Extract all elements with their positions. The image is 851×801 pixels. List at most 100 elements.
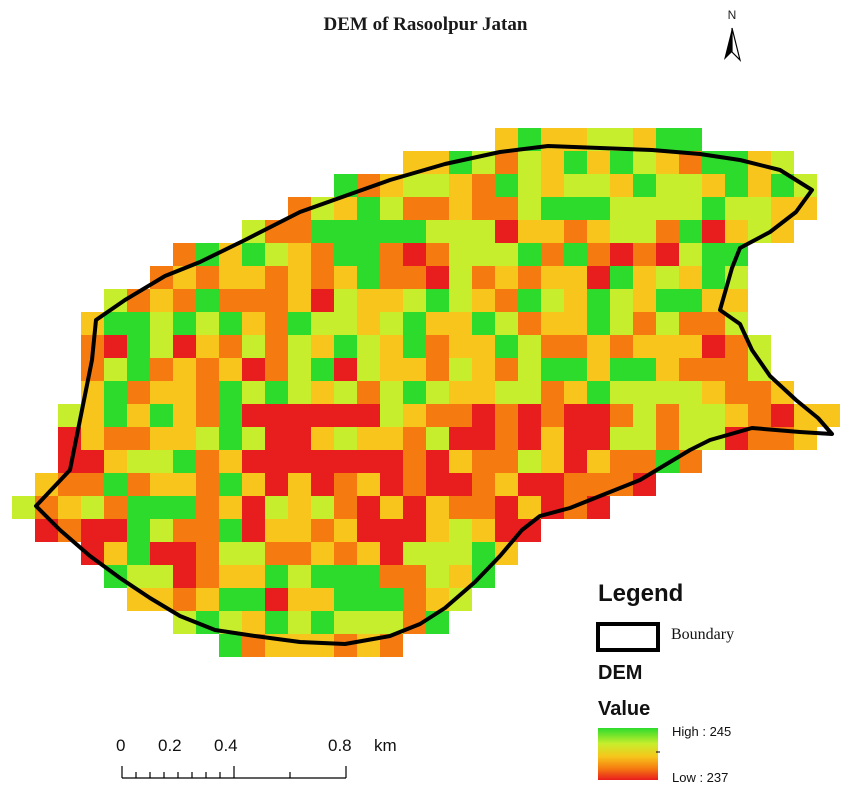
dem-cell <box>771 381 794 404</box>
dem-cell <box>288 427 311 450</box>
dem-cell <box>357 496 380 519</box>
dem-cell <box>633 450 656 473</box>
dem-cell <box>564 427 587 450</box>
dem-cell <box>58 404 81 427</box>
dem-cell <box>702 312 725 335</box>
dem-cell <box>196 519 219 542</box>
dem-cell <box>610 335 633 358</box>
dem-cell <box>702 381 725 404</box>
dem-cell <box>426 174 449 197</box>
dem-cell <box>219 588 242 611</box>
dem-cell <box>610 243 633 266</box>
dem-cell <box>541 220 564 243</box>
dem-cell <box>242 289 265 312</box>
dem-cell <box>334 289 357 312</box>
dem-cell <box>518 243 541 266</box>
dem-cell <box>748 427 771 450</box>
dem-cell <box>380 611 403 634</box>
dem-cell <box>633 266 656 289</box>
dem-cell <box>150 450 173 473</box>
dem-cell <box>610 174 633 197</box>
dem-cell <box>656 335 679 358</box>
dem-cell <box>610 312 633 335</box>
dem-cell <box>357 404 380 427</box>
dem-cell <box>587 427 610 450</box>
dem-cell <box>219 427 242 450</box>
dem-cell <box>219 473 242 496</box>
dem-cell <box>725 220 748 243</box>
dem-cell <box>12 496 35 519</box>
dem-cell <box>242 634 265 657</box>
dem-cell <box>403 381 426 404</box>
dem-cell <box>702 243 725 266</box>
dem-cell <box>472 220 495 243</box>
dem-cell <box>495 381 518 404</box>
dem-cell <box>587 266 610 289</box>
dem-cell <box>311 496 334 519</box>
dem-cell <box>610 427 633 450</box>
dem-cell <box>380 588 403 611</box>
dem-cell <box>380 197 403 220</box>
dem-cell <box>242 542 265 565</box>
dem-cell <box>127 519 150 542</box>
dem-cell <box>357 565 380 588</box>
dem-cell <box>380 312 403 335</box>
dem-cell <box>403 565 426 588</box>
north-arrow-icon <box>724 27 742 62</box>
legend-boundary-label: Boundary <box>671 626 735 643</box>
dem-cell <box>748 381 771 404</box>
dem-cell <box>334 243 357 266</box>
dem-cell <box>403 266 426 289</box>
dem-cell <box>541 197 564 220</box>
dem-cell <box>426 496 449 519</box>
dem-cell <box>104 496 127 519</box>
dem-cell <box>81 519 104 542</box>
dem-cell <box>196 266 219 289</box>
dem-cell <box>219 312 242 335</box>
dem-cell <box>173 565 196 588</box>
dem-cell <box>81 496 104 519</box>
dem-cell <box>219 496 242 519</box>
dem-cell <box>196 565 219 588</box>
dem-cell <box>771 404 794 427</box>
dem-cell <box>633 335 656 358</box>
dem-cell <box>334 427 357 450</box>
dem-cell <box>472 289 495 312</box>
dem-cell <box>518 220 541 243</box>
dem-cell <box>449 220 472 243</box>
dem-cell <box>633 128 656 151</box>
dem-cell <box>518 197 541 220</box>
dem-cell <box>288 404 311 427</box>
dem-cell <box>357 289 380 312</box>
scale-unit: km <box>374 736 397 755</box>
dem-cell <box>173 381 196 404</box>
dem-cell <box>587 220 610 243</box>
dem-cell <box>587 243 610 266</box>
dem-cell <box>288 519 311 542</box>
dem-cell <box>127 427 150 450</box>
dem-cell <box>725 358 748 381</box>
dem-cell <box>564 335 587 358</box>
dem-cell <box>173 427 196 450</box>
dem-cell <box>265 381 288 404</box>
dem-cell <box>449 588 472 611</box>
dem-cell <box>104 404 127 427</box>
dem-cell <box>518 312 541 335</box>
boundary-outline <box>34 144 834 646</box>
dem-cell <box>403 542 426 565</box>
dem-cell <box>472 243 495 266</box>
dem-cell <box>196 335 219 358</box>
dem-cell <box>380 519 403 542</box>
dem-cell <box>288 243 311 266</box>
dem-cell <box>426 565 449 588</box>
dem-cell <box>771 174 794 197</box>
dem-cell <box>242 427 265 450</box>
dem-cell <box>242 450 265 473</box>
dem-cell <box>449 496 472 519</box>
dem-cell <box>380 220 403 243</box>
dem-cell <box>334 358 357 381</box>
dem-cell <box>495 519 518 542</box>
dem-cell <box>679 450 702 473</box>
dem-cell <box>472 335 495 358</box>
